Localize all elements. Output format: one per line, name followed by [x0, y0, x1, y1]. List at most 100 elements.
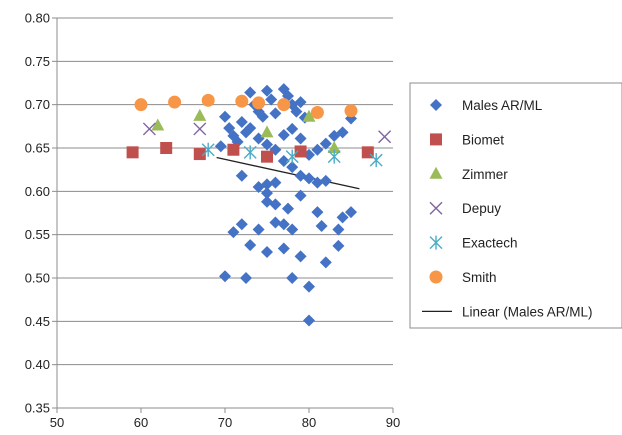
data-point-biomet	[261, 150, 273, 163]
data-point-smith	[310, 105, 324, 119]
x-tick-label: 80	[302, 415, 316, 430]
y-tick-label: 0.80	[25, 11, 50, 26]
legend-marker-depuy	[429, 201, 443, 215]
data-point-males-ar-ml	[282, 202, 294, 215]
data-point-males-ar-ml	[269, 176, 282, 189]
x-tick-label: 60	[134, 415, 148, 430]
data-point-males-ar-ml	[256, 110, 269, 123]
data-point-males-ar-ml	[294, 189, 307, 202]
data-point-smith	[201, 93, 215, 107]
data-point-males-ar-ml	[303, 280, 315, 293]
axes	[52, 17, 394, 413]
data-point-biomet	[294, 145, 307, 158]
data-point-males-ar-ml	[336, 126, 349, 139]
data-point-exactech	[285, 149, 299, 164]
data-point-males-ar-ml	[261, 138, 273, 151]
data-point-males-ar-ml	[294, 96, 307, 109]
data-point-males-ar-ml	[261, 178, 273, 191]
legend-marker-smith	[429, 270, 443, 284]
data-point-males-ar-ml	[235, 169, 248, 182]
data-point-males-ar-ml	[277, 129, 290, 141]
gridlines	[57, 17, 393, 366]
y-tick-label: 0.55	[25, 227, 50, 242]
data-point-males-ar-ml	[219, 270, 231, 283]
data-point-males-ar-ml	[303, 314, 315, 327]
data-point-males-ar-ml	[235, 116, 248, 128]
data-point-males-ar-ml	[311, 206, 324, 219]
data-point-males-ar-ml	[277, 242, 290, 255]
legend-box	[409, 82, 622, 329]
data-point-smith	[252, 96, 266, 110]
y-tick-label: 0.65	[25, 141, 50, 156]
legend-marker-males-ar-ml	[430, 99, 442, 111]
legend-label-exactech: Exactech	[462, 236, 518, 251]
data-point-zimmer	[327, 141, 341, 153]
data-point-males-ar-ml	[269, 107, 282, 120]
data-point-smith	[134, 98, 148, 112]
data-point-biomet	[227, 143, 240, 156]
data-point-males-ar-ml	[303, 172, 315, 185]
data-point-males-ar-ml	[240, 272, 252, 284]
data-point-males-ar-ml	[269, 198, 282, 211]
y-tick-label: 0.75	[25, 54, 50, 69]
y-tick-label: 0.70	[25, 97, 50, 112]
data-point-males-ar-ml	[240, 126, 252, 139]
data-point-males-ar-ml	[261, 84, 273, 97]
data-point-males-ar-ml	[244, 122, 257, 135]
data-point-depuy	[142, 122, 156, 136]
y-tick-label: 0.50	[25, 271, 50, 286]
legend-label-depuy: Depuy	[462, 201, 501, 216]
y-tick-label: 0.45	[25, 314, 50, 329]
data-point-males-ar-ml	[332, 223, 345, 236]
tick-labels: 0.35 0.40 0.45 0.50 0.55 0.60 0.65 0.70 0.75 0.80…	[25, 11, 401, 431]
legend-label-zimmer: Zimmer	[462, 167, 508, 182]
data-point-zimmer	[260, 125, 274, 138]
data-point-smith	[168, 95, 182, 109]
data-points	[126, 83, 392, 327]
data-point-males-ar-ml	[319, 256, 332, 269]
data-point-males-ar-ml	[286, 122, 299, 135]
trendline	[216, 156, 360, 190]
legend-label-biomet: Biomet	[462, 132, 504, 147]
data-point-zimmer	[151, 118, 165, 131]
data-point-males-ar-ml	[294, 250, 307, 263]
x-tick-label: 70	[218, 415, 232, 430]
data-point-biomet	[126, 146, 139, 159]
y-tick-label: 0.40	[25, 357, 50, 372]
legend-marker-zimmer	[429, 166, 443, 179]
data-point-males-ar-ml	[261, 187, 273, 200]
data-point-exactech	[243, 145, 257, 160]
data-point-smith	[277, 98, 291, 112]
data-point-depuy	[193, 122, 207, 136]
y-tick-label: 0.60	[25, 184, 50, 199]
data-point-zimmer	[193, 108, 207, 121]
data-point-zimmer	[302, 109, 316, 122]
data-point-males-ar-ml	[319, 174, 332, 187]
data-point-exactech	[327, 149, 341, 164]
data-point-males-ar-ml	[345, 206, 357, 219]
data-point-males-ar-ml	[261, 246, 273, 258]
data-point-males-ar-ml	[277, 218, 290, 231]
data-point-males-ar-ml	[214, 140, 227, 153]
data-point-males-ar-ml	[315, 220, 328, 232]
data-point-males-ar-ml	[244, 86, 257, 99]
data-point-males-ar-ml	[290, 105, 303, 118]
data-point-males-ar-ml	[311, 143, 324, 156]
trendline-layer	[216, 156, 360, 190]
data-point-exactech	[369, 153, 383, 168]
data-point-biomet	[160, 142, 173, 154]
data-point-males-ar-ml	[286, 272, 299, 284]
data-point-males-ar-ml	[227, 226, 240, 239]
data-point-males-ar-ml	[311, 176, 324, 189]
legend-label-smith: Smith	[462, 270, 497, 285]
data-point-smith	[344, 104, 358, 118]
data-point-males-ar-ml	[319, 137, 332, 150]
data-point-biomet	[193, 148, 206, 161]
data-point-males-ar-ml	[286, 161, 299, 174]
data-point-males-ar-ml	[277, 155, 290, 167]
data-point-males-ar-ml	[294, 132, 307, 145]
legend: Males AR/ML Biomet Zimmer Depuy Exactech Smit…	[409, 82, 622, 329]
legend-label-males-ar-ml: Males AR/ML	[462, 98, 543, 113]
legend-label-trendline: Linear (Males AR/ML)	[462, 304, 593, 319]
